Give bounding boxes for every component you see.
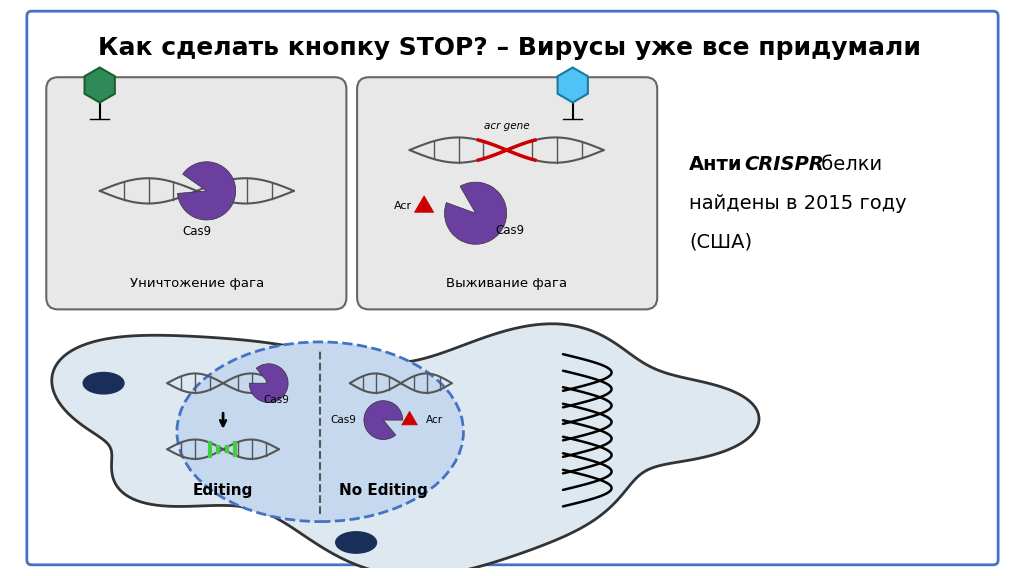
Text: найдены в 2015 году: найдены в 2015 году: [689, 194, 907, 213]
Polygon shape: [401, 411, 418, 425]
Wedge shape: [177, 162, 236, 220]
FancyBboxPatch shape: [357, 77, 657, 309]
FancyBboxPatch shape: [27, 11, 998, 565]
Ellipse shape: [177, 342, 464, 522]
Polygon shape: [558, 67, 588, 103]
Text: Cas9: Cas9: [263, 395, 290, 405]
Text: Уничтожение фага: Уничтожение фага: [130, 276, 264, 290]
Text: Cas9: Cas9: [331, 415, 356, 425]
Text: Анти: Анти: [689, 155, 742, 174]
Text: Editing: Editing: [193, 483, 253, 498]
Polygon shape: [415, 196, 434, 213]
Polygon shape: [85, 67, 115, 103]
Text: Выживание фага: Выживание фага: [446, 276, 567, 290]
Text: (США): (США): [689, 233, 753, 252]
Text: Acr: Acr: [426, 415, 443, 425]
Ellipse shape: [83, 373, 124, 394]
FancyBboxPatch shape: [46, 77, 346, 309]
Text: Как сделать кнопку STOP? – Вирусы уже все придумали: Как сделать кнопку STOP? – Вирусы уже вс…: [98, 36, 921, 60]
Text: CRISPR: CRISPR: [744, 155, 824, 174]
Wedge shape: [364, 401, 402, 439]
Wedge shape: [249, 364, 288, 403]
Text: белки: белки: [814, 155, 882, 174]
Text: Cas9: Cas9: [182, 225, 211, 238]
Text: acr gene: acr gene: [484, 121, 529, 131]
Text: No Editing: No Editing: [339, 483, 428, 498]
Text: Acr: Acr: [393, 202, 412, 211]
Text: Cas9: Cas9: [495, 224, 524, 237]
Ellipse shape: [336, 532, 377, 553]
Wedge shape: [444, 182, 507, 244]
Polygon shape: [52, 324, 759, 576]
